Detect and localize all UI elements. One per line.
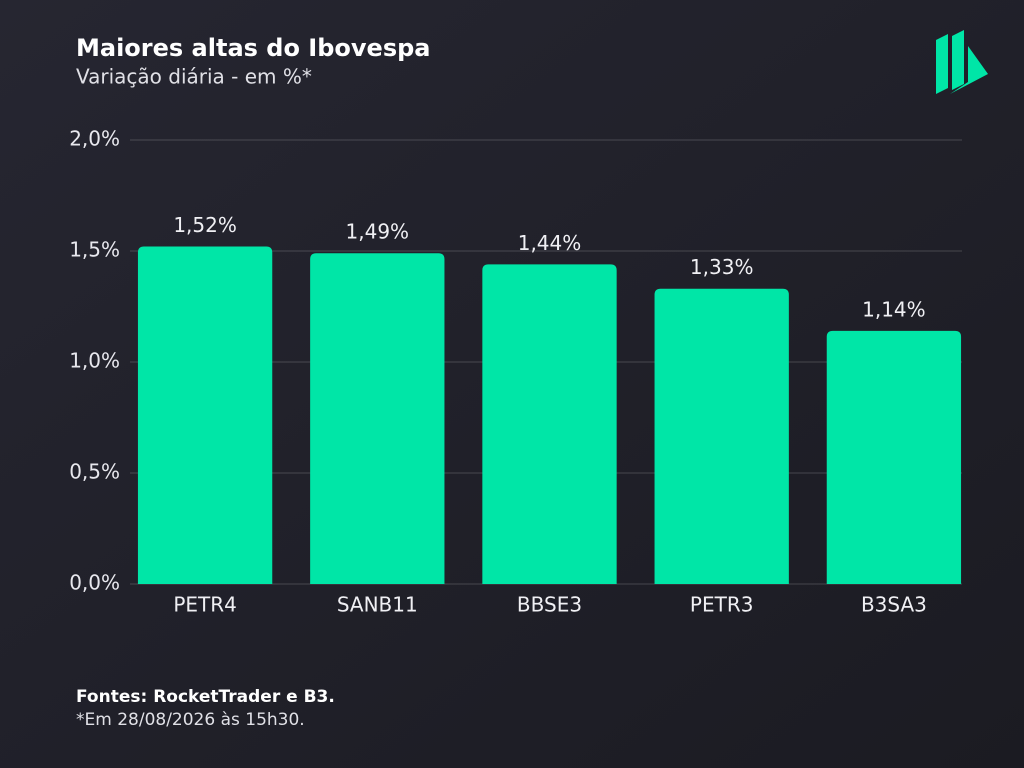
- bar: [137, 246, 273, 584]
- y-tick-label: 1,5%: [69, 238, 120, 262]
- y-tick-label: 0,5%: [69, 460, 120, 484]
- logo: [936, 30, 988, 94]
- bar: [482, 264, 617, 584]
- y-tick-label: 2,0%: [69, 127, 120, 151]
- note: *Em 28/08/2026 às 15h30.: [76, 710, 305, 730]
- bar: [826, 330, 962, 584]
- y-tick-label: 0,0%: [69, 571, 120, 595]
- x-tick-label: SANB11: [337, 593, 418, 617]
- data-label: 1,14%: [862, 297, 926, 321]
- y-tick-label: 1,0%: [69, 349, 120, 373]
- bar: [654, 288, 789, 584]
- chart-title: Maiores altas do Ibovespa: [76, 34, 430, 62]
- data-label: 1,49%: [346, 220, 410, 244]
- x-tick-label: BBSE3: [517, 593, 582, 617]
- x-tick-label: B3SA3: [861, 593, 927, 617]
- bar: [310, 253, 445, 584]
- x-tick-label: PETR4: [173, 593, 237, 617]
- source: Fontes: RocketTrader e B3.: [76, 687, 335, 707]
- data-label: 1,33%: [690, 255, 754, 279]
- x-tick-label: PETR3: [690, 593, 754, 617]
- data-label: 1,52%: [173, 213, 237, 237]
- chart-subtitle: Variação diária - em %*: [76, 65, 312, 89]
- data-label: 1,44%: [518, 231, 582, 255]
